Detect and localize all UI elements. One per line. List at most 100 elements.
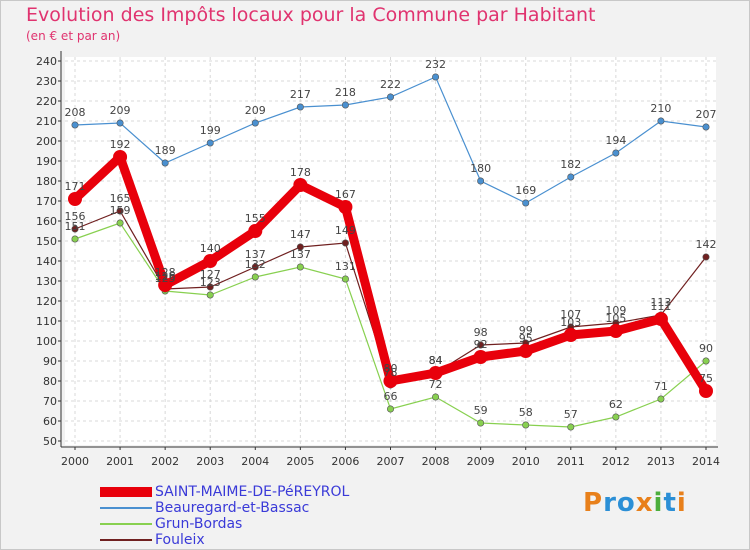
data-label: 107 bbox=[560, 308, 581, 321]
y-tick-label: 210 bbox=[36, 115, 57, 128]
data-label: 62 bbox=[609, 398, 623, 411]
y-tick-label: 140 bbox=[36, 255, 57, 268]
y-tick-label: 200 bbox=[36, 135, 57, 148]
data-point bbox=[206, 283, 214, 291]
data-point bbox=[477, 177, 485, 185]
data-label: 199 bbox=[200, 124, 221, 137]
data-point bbox=[702, 357, 710, 365]
data-label: 80 bbox=[384, 362, 398, 375]
y-tick-label: 220 bbox=[36, 95, 57, 108]
data-label: 232 bbox=[425, 58, 446, 71]
x-tick-label: 2001 bbox=[106, 455, 134, 468]
legend-swatch bbox=[100, 487, 152, 497]
data-point bbox=[116, 207, 124, 215]
logo-letter: x bbox=[635, 488, 654, 518]
data-point bbox=[518, 344, 533, 358]
data-label: 182 bbox=[560, 158, 581, 171]
data-point bbox=[158, 278, 173, 292]
data-point bbox=[383, 374, 398, 388]
data-label: 132 bbox=[245, 258, 266, 271]
data-point bbox=[341, 275, 349, 283]
x-tick-label: 2005 bbox=[286, 455, 314, 468]
logo-letter: o bbox=[616, 488, 636, 518]
data-label: 167 bbox=[335, 188, 356, 201]
x-tick-label: 2013 bbox=[647, 455, 675, 468]
data-label: 57 bbox=[564, 408, 578, 421]
data-point bbox=[71, 121, 79, 129]
y-tick-label: 60 bbox=[43, 415, 57, 428]
proxiti-logo[interactable]: Proxiti bbox=[583, 488, 687, 518]
logo-letter: t bbox=[663, 488, 677, 518]
data-label: 209 bbox=[110, 104, 131, 117]
data-point bbox=[338, 200, 353, 214]
x-tick-label: 2014 bbox=[692, 455, 720, 468]
legend-label: Beauregard-et-Bassac bbox=[155, 500, 310, 516]
data-point bbox=[386, 405, 394, 413]
data-point bbox=[116, 219, 124, 227]
data-label: 72 bbox=[429, 378, 443, 391]
data-point bbox=[296, 243, 304, 251]
data-point bbox=[522, 421, 530, 429]
x-tick-label: 2010 bbox=[512, 455, 540, 468]
data-label: 209 bbox=[245, 104, 266, 117]
y-tick-label: 50 bbox=[43, 435, 57, 448]
data-label: 151 bbox=[65, 220, 86, 233]
data-label: 218 bbox=[335, 86, 356, 99]
data-point bbox=[206, 139, 214, 147]
data-point bbox=[567, 423, 575, 431]
x-tick-label: 2006 bbox=[331, 455, 359, 468]
data-label: 178 bbox=[290, 166, 311, 179]
data-point bbox=[251, 263, 259, 271]
x-tick-label: 2012 bbox=[602, 455, 630, 468]
data-point bbox=[428, 366, 443, 380]
chart-title: Evolution des Impôts locaux pour la Comm… bbox=[26, 4, 596, 26]
data-label: 171 bbox=[65, 180, 86, 193]
data-point bbox=[116, 119, 124, 127]
data-label: 140 bbox=[200, 242, 221, 255]
data-label: 92 bbox=[474, 338, 488, 351]
data-label: 90 bbox=[699, 342, 713, 355]
x-tick-label: 2008 bbox=[422, 455, 450, 468]
chart-subtitle: (en € et par an) bbox=[26, 29, 121, 43]
data-label: 147 bbox=[290, 228, 311, 241]
data-point bbox=[251, 119, 259, 127]
data-label: 99 bbox=[519, 324, 533, 337]
data-point bbox=[522, 199, 530, 207]
y-tick-label: 190 bbox=[36, 155, 57, 168]
y-tick-label: 230 bbox=[36, 75, 57, 88]
data-point bbox=[473, 350, 488, 364]
legend-swatch bbox=[100, 523, 152, 525]
data-label: 71 bbox=[654, 380, 668, 393]
data-label: 126 bbox=[155, 270, 176, 283]
data-label: 208 bbox=[65, 106, 86, 119]
data-point bbox=[432, 73, 440, 81]
data-point bbox=[248, 224, 263, 238]
y-tick-label: 170 bbox=[36, 195, 57, 208]
data-label: 113 bbox=[650, 296, 671, 309]
data-label: 137 bbox=[245, 248, 266, 261]
data-label: 156 bbox=[65, 210, 86, 223]
data-label: 180 bbox=[470, 162, 491, 175]
legend-label: Fouleix bbox=[155, 532, 205, 548]
data-label: 66 bbox=[384, 390, 398, 403]
data-label: 109 bbox=[605, 304, 626, 317]
data-point bbox=[477, 419, 485, 427]
data-point bbox=[657, 117, 665, 125]
y-tick-label: 110 bbox=[36, 315, 57, 328]
data-label: 194 bbox=[605, 134, 626, 147]
data-label: 95 bbox=[519, 332, 533, 345]
data-label: 75 bbox=[699, 372, 713, 385]
data-point bbox=[432, 393, 440, 401]
data-label: 169 bbox=[515, 184, 536, 197]
data-label: 84 bbox=[429, 354, 443, 367]
data-point bbox=[296, 103, 304, 111]
data-point bbox=[563, 328, 578, 342]
legend-swatch bbox=[100, 507, 152, 509]
data-label: 142 bbox=[696, 238, 717, 251]
legend-label: Grun-Bordas bbox=[155, 516, 243, 532]
data-label: 128 bbox=[155, 266, 176, 279]
logo-letter: i bbox=[676, 488, 687, 518]
y-tick-label: 80 bbox=[43, 375, 57, 388]
data-label: 105 bbox=[605, 312, 626, 325]
